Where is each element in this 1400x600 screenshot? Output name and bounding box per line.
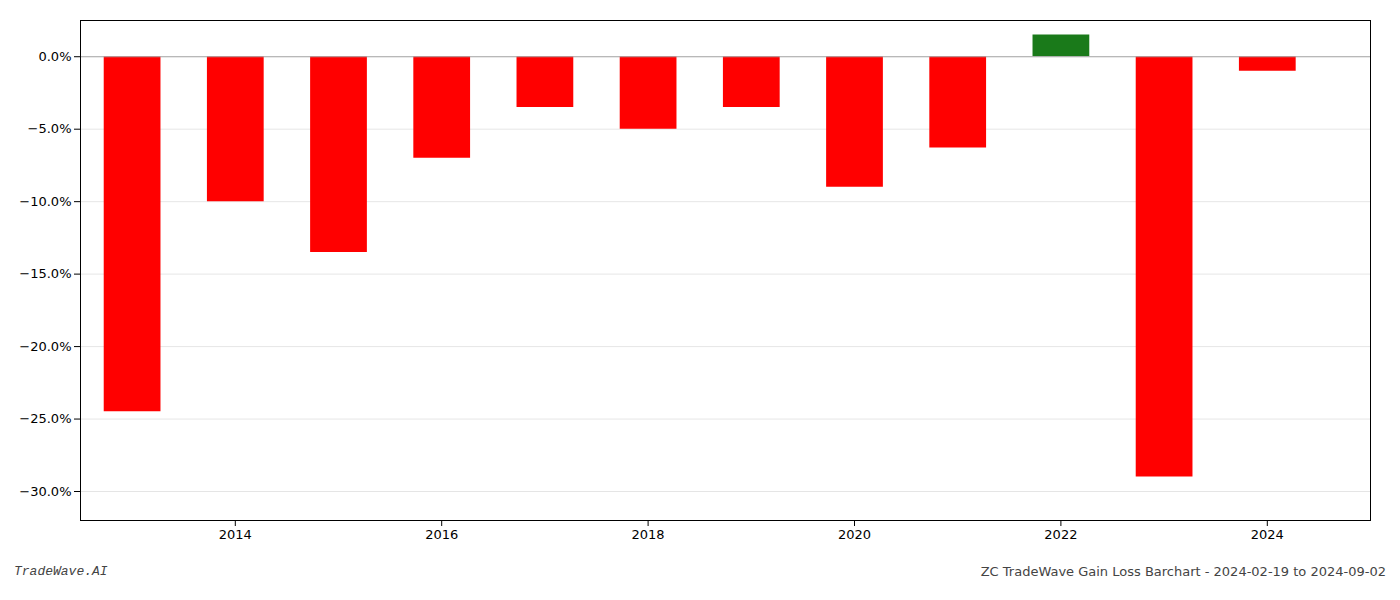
svg-text:0.0%: 0.0% [38, 49, 71, 64]
svg-text:2020: 2020 [838, 527, 871, 542]
svg-text:−10.0%: −10.0% [19, 194, 71, 209]
svg-text:−25.0%: −25.0% [19, 411, 71, 426]
svg-text:−30.0%: −30.0% [19, 484, 71, 499]
svg-text:2022: 2022 [1044, 527, 1077, 542]
svg-text:−5.0%: −5.0% [28, 121, 72, 136]
svg-text:2024: 2024 [1251, 527, 1284, 542]
html-text:TradeWave.AI: TradeWave.AI [14, 564, 108, 579]
svg-text:2014: 2014 [219, 527, 252, 542]
html-text:ZC TradeWave Gain Loss Barchar: ZC TradeWave Gain Loss Barchart - 2024-0… [980, 564, 1386, 579]
svg-text:2018: 2018 [632, 527, 665, 542]
svg-text:−20.0%: −20.0% [19, 339, 71, 354]
svg-text:−15.0%: −15.0% [19, 266, 71, 281]
svg-text:2016: 2016 [425, 527, 458, 542]
